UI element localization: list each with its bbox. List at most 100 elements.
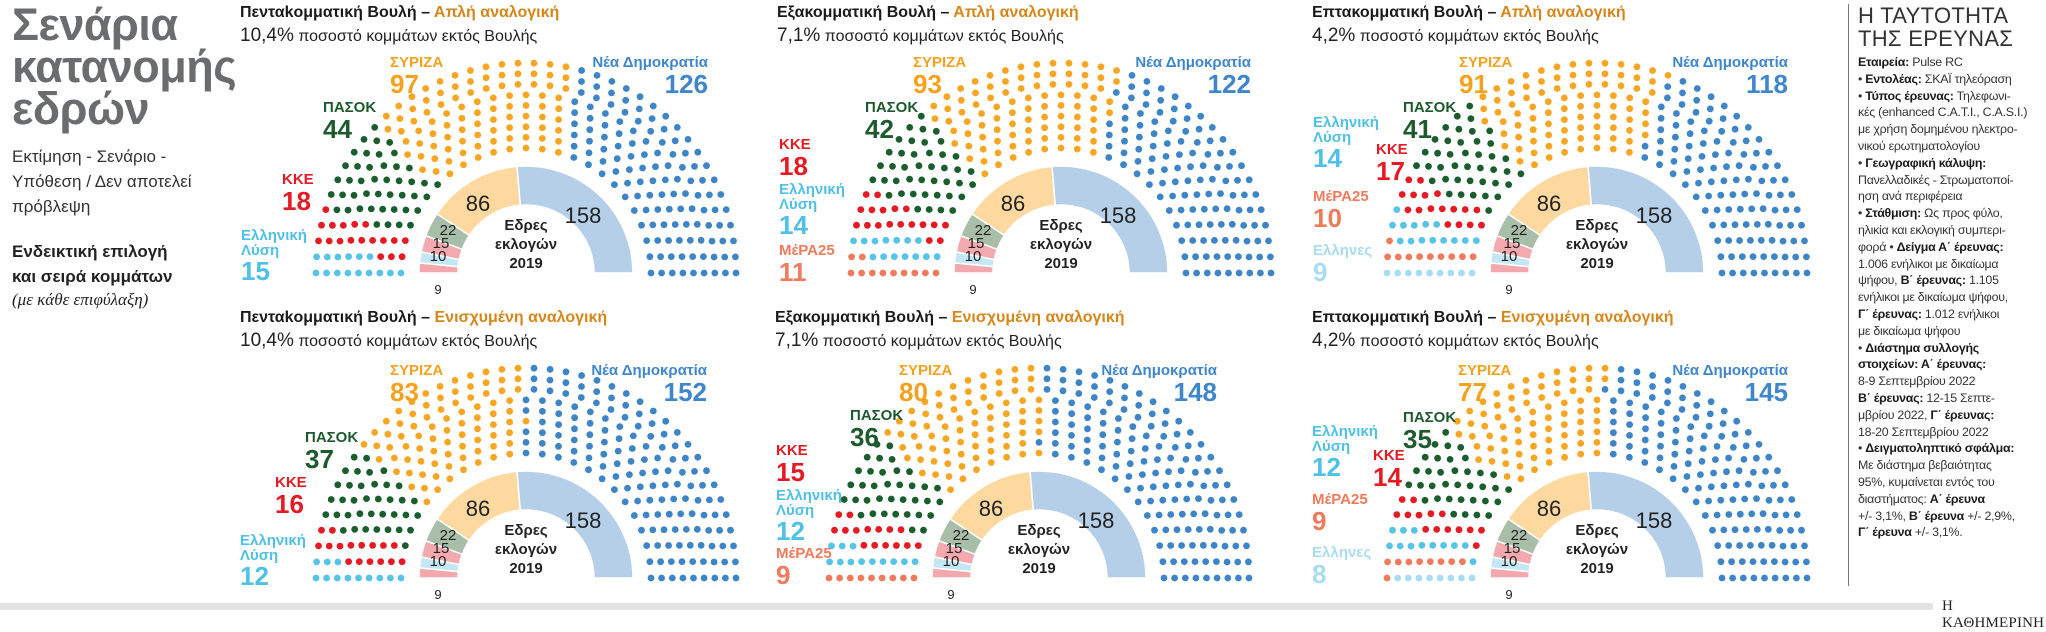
seat-pasok [354, 468, 361, 475]
seat-nd [1729, 191, 1737, 199]
party-label-kke: ΚΚΕ [779, 136, 811, 153]
seat-el [850, 237, 857, 245]
seat-ellines [1415, 269, 1423, 277]
seat-nd [710, 481, 718, 489]
seat-nd [1052, 397, 1059, 404]
seat-syriza [935, 401, 943, 409]
survey-text: φορά • [1858, 239, 1897, 254]
seat-syriza [957, 85, 965, 92]
seat-syriza [993, 114, 1001, 122]
seat-el [1389, 221, 1396, 229]
seat-nd [1052, 429, 1059, 437]
seat-nd [722, 206, 730, 214]
seat-syriza [1025, 126, 1032, 134]
seat-el [397, 269, 405, 277]
party-label-el: Ελληνική Λύση [776, 487, 842, 519]
seat-nd [1793, 511, 1801, 518]
seat-mera25 [922, 269, 929, 277]
seat-syriza [972, 442, 979, 450]
seat-nd [711, 511, 719, 519]
seat-nd [1162, 482, 1170, 490]
seat-syriza [1561, 116, 1568, 123]
seat-syriza [1514, 415, 1521, 422]
seat-syriza [451, 83, 459, 90]
seat-nd [1167, 454, 1174, 462]
seat-kke [879, 206, 887, 214]
seat-nd [1193, 269, 1200, 277]
seat-syriza [1545, 154, 1553, 161]
seat-nd [608, 89, 615, 97]
seat-pasok [936, 498, 944, 506]
seat-nd [1707, 398, 1715, 406]
seat-syriza [1481, 117, 1489, 125]
seat-pasok [903, 511, 911, 518]
seat-nd [1052, 418, 1059, 426]
seat-syriza [1508, 101, 1516, 108]
seat-nd [642, 138, 650, 145]
seat-syriza [415, 432, 423, 440]
seat-pasok [863, 453, 871, 461]
seat-nd [626, 166, 633, 174]
seat-nd [621, 498, 629, 506]
seat-syriza [446, 170, 454, 178]
seat-nd [1143, 512, 1151, 519]
seat-pasok [840, 496, 848, 503]
seat-nd [1192, 253, 1199, 261]
seat-nd [1770, 176, 1777, 184]
seat-syriza [1494, 413, 1502, 421]
seat-pasok [380, 467, 388, 475]
seat-syriza [458, 431, 466, 439]
seat-nd [679, 574, 687, 582]
seat-syriza [897, 430, 905, 438]
seat-nd [1695, 484, 1702, 492]
survey-line: • Διάστημα συλλογής [1858, 340, 2046, 357]
seat-syriza [972, 454, 980, 462]
seats-2019-label: 9 [969, 282, 976, 297]
seat-pasok [1421, 496, 1429, 504]
party-label-pasok: ΠΑΣΟΚ [850, 407, 904, 424]
seat-syriza [409, 105, 417, 113]
seat-syriza [1626, 105, 1634, 113]
seat-syriza [1577, 450, 1585, 458]
seat-pasok [937, 206, 945, 214]
survey-label: Α΄ έρευνα [1929, 491, 1985, 506]
seat-kke [347, 236, 355, 244]
seat-pasok [367, 205, 375, 213]
seat-syriza [1025, 148, 1032, 156]
seat-syriza [945, 117, 953, 125]
seat-kke [1421, 191, 1429, 199]
seat-syriza [1073, 145, 1081, 153]
seat-nd [1243, 237, 1251, 245]
seat-pasok [870, 482, 878, 490]
seat-kke [315, 237, 322, 245]
seat-nd [628, 445, 636, 452]
seat-syriza [1593, 428, 1601, 436]
seat-syriza [1538, 67, 1545, 74]
chart-subtitle: 10,4% ποσοστό κομμάτων εκτός Βουλής [240, 25, 537, 47]
seat-nd [1234, 176, 1241, 184]
survey-label: Γ΄ έρευνας: [1930, 407, 1995, 422]
seat-nd [546, 366, 554, 373]
seat-pasok [967, 168, 975, 175]
seat-nd [1719, 420, 1727, 427]
seat-nd [1720, 221, 1728, 229]
seat-kke [1404, 511, 1412, 519]
seat-pasok [1473, 138, 1481, 145]
seat-nd [608, 383, 616, 390]
seat-syriza [506, 145, 514, 153]
seat-el [365, 574, 373, 582]
seat-nd [1609, 450, 1617, 458]
seat-nd [1679, 383, 1687, 390]
seat-nd [652, 163, 659, 171]
seat-mera25 [1426, 253, 1434, 260]
seat-syriza [360, 441, 368, 448]
seat-nd [1167, 542, 1175, 549]
seat-pasok [887, 495, 895, 503]
survey-line: 1.006 ενήλικοι με δικαίωμα [1858, 256, 2046, 273]
seat-mera25 [1394, 558, 1402, 566]
seat-nd [1725, 454, 1732, 462]
seat-ellines [1404, 574, 1412, 582]
seat-nd [1091, 383, 1098, 390]
seat-nd [1245, 253, 1253, 261]
seat-pasok [327, 496, 335, 503]
